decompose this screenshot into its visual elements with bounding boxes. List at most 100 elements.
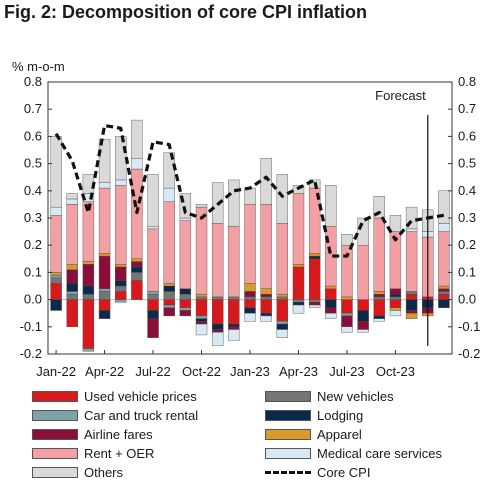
bar-apparel-jan-22 <box>50 272 62 276</box>
bar-medical-care-services-mar-23 <box>276 329 289 338</box>
bar-lodging-oct-22 <box>195 318 208 322</box>
bar-apparel-feb-23 <box>260 288 272 295</box>
bar-others-jan-23 <box>244 187 256 205</box>
bar-rent-oer-dec-22 <box>228 225 240 298</box>
legend-item-apparel: Apparel <box>265 426 362 443</box>
legend-item-others: Others <box>32 464 123 481</box>
bar-medical-care-services-aug-23 <box>357 329 369 333</box>
bar-others-dec-22 <box>228 179 240 227</box>
bar-airline-fares-jul-22 <box>147 318 159 338</box>
bar-used-vehicle-prices-jul-23 <box>341 299 353 314</box>
bar-used-vehicle-prices-oct-23 <box>389 299 402 308</box>
bar-airline-fares-nov-22 <box>211 329 224 333</box>
bar-apparel-oct-22 <box>195 293 208 298</box>
legend-label: New vehicles <box>317 389 394 404</box>
bar-airline-fares-jan-23 <box>244 291 256 298</box>
bar-lodging-jul-22 <box>147 310 159 319</box>
bar-airline-fares-jul-23 <box>341 315 353 328</box>
bar-apparel-mar-23 <box>276 293 289 298</box>
y-tick-label-left: -0.2 <box>20 346 42 361</box>
bar-medical-care-services-feb-23 <box>260 315 272 322</box>
legend-label: Airline fares <box>84 427 153 442</box>
bar-rent-oer-nov-22 <box>211 223 224 298</box>
bar-apparel-jun-22 <box>131 258 143 262</box>
bar-lodging-mar-23 <box>276 323 289 330</box>
bar-others-jan-22 <box>50 136 62 208</box>
bar-medical-care-services-may-23 <box>308 304 321 308</box>
bar-lodging-jan-23 <box>244 307 256 314</box>
bar-medical-care-services-dec-22 <box>228 329 240 341</box>
bar-used-vehicle-prices-may-23 <box>308 258 321 300</box>
bar-others-feb-22 <box>66 193 78 200</box>
bar-medical-care-services-nov-22 <box>211 332 224 347</box>
bar-rent-oer-apr-23 <box>292 193 305 265</box>
bar-new-vehicles-apr-23 <box>292 299 305 303</box>
x-tick-label: Oct-22 <box>182 364 221 379</box>
bar-lodging-jun-22 <box>131 266 143 273</box>
bar-apparel-jul-23 <box>341 296 353 300</box>
bar-others-jun-23 <box>325 185 337 227</box>
bar-new-vehicles-may-23 <box>308 299 321 303</box>
bar-new-vehicles-jan-24 <box>438 291 450 295</box>
bar-medical-care-services-apr-22 <box>98 182 111 189</box>
x-tick-label: Jul-22 <box>135 364 170 379</box>
bar-lodging-mar-22 <box>82 285 95 295</box>
legend-swatch <box>265 391 311 402</box>
bar-used-vehicle-prices-mar-22 <box>82 299 95 349</box>
bar-rent-oer-jan-22 <box>50 215 62 273</box>
bar-used-vehicle-prices-nov-23 <box>405 293 418 300</box>
bar-apparel-may-22 <box>115 264 127 268</box>
bar-rent-oer-feb-23 <box>260 204 272 289</box>
bar-rent-oer-sep-22 <box>179 220 192 289</box>
bar-apparel-apr-23 <box>292 264 305 268</box>
bar-new-vehicles-aug-22 <box>163 291 175 300</box>
legend-swatch <box>32 448 78 459</box>
y-tick-label-right: -0.1 <box>458 319 480 334</box>
y-tick-label-right: 0.5 <box>458 156 476 171</box>
bar-rent-oer-jul-22 <box>147 228 159 292</box>
bar-others-feb-23 <box>260 157 272 205</box>
bar-rent-oer-apr-22 <box>98 187 111 254</box>
bar-airline-fares-nov-23 <box>405 310 418 314</box>
chart-title: Fig. 2: Decomposition of core CPI inflat… <box>4 2 368 22</box>
bar-rent-oer-sep-23 <box>373 217 385 292</box>
y-tick-label-left: 0.4 <box>24 183 42 198</box>
bar-car-and-truck-rental-jul-23 <box>341 313 353 317</box>
y-tick-label-left: 0.8 <box>24 74 42 89</box>
bar-rent-oer-oct-22 <box>195 206 208 295</box>
bar-airline-fares-feb-22 <box>66 269 78 284</box>
bar-apparel-jun-23 <box>325 285 337 289</box>
bar-lodging-may-22 <box>115 280 127 287</box>
legend-swatch <box>32 410 78 421</box>
bar-rent-oer-nov-23 <box>405 231 418 292</box>
bar-others-may-22 <box>115 136 127 181</box>
x-tick-label: Oct-23 <box>376 364 415 379</box>
bar-apparel-jan-24 <box>438 285 450 289</box>
legend-swatch <box>32 429 78 440</box>
bar-medical-care-services-jul-23 <box>341 326 353 333</box>
bar-medical-care-services-oct-23 <box>389 310 402 317</box>
x-tick-label: Apr-22 <box>85 364 124 379</box>
legend-item-lodging: Lodging <box>265 407 363 424</box>
bar-others-jul-23 <box>341 234 353 246</box>
legend-label: Medical care services <box>317 446 442 461</box>
bar-airline-fares-jun-23 <box>325 307 337 314</box>
bar-lodging-sep-23 <box>373 315 385 319</box>
legend-item-used-vehicle-prices: Used vehicle prices <box>32 388 197 405</box>
bar-rent-oer-jan-24 <box>438 231 450 287</box>
legend-label: Core CPI <box>317 465 371 480</box>
legend-label: Used vehicle prices <box>84 389 197 404</box>
bar-others-nov-23 <box>405 206 418 230</box>
bar-new-vehicles-apr-22 <box>98 291 111 300</box>
y-tick-label-right: 0.7 <box>458 101 476 116</box>
bar-apparel-may-23 <box>308 253 321 257</box>
bar-others-apr-22 <box>98 138 111 183</box>
bar-new-vehicles-jan-23 <box>244 296 256 300</box>
y-tick-label-left: -0.1 <box>20 319 42 334</box>
bar-others-sep-22 <box>179 193 192 219</box>
bar-airline-fares-mar-22 <box>82 264 95 287</box>
bar-lodging-dec-22 <box>228 323 240 327</box>
bar-lodging-apr-22 <box>98 310 111 319</box>
bar-apparel-aug-22 <box>163 283 175 287</box>
bar-others-mar-23 <box>276 174 289 224</box>
